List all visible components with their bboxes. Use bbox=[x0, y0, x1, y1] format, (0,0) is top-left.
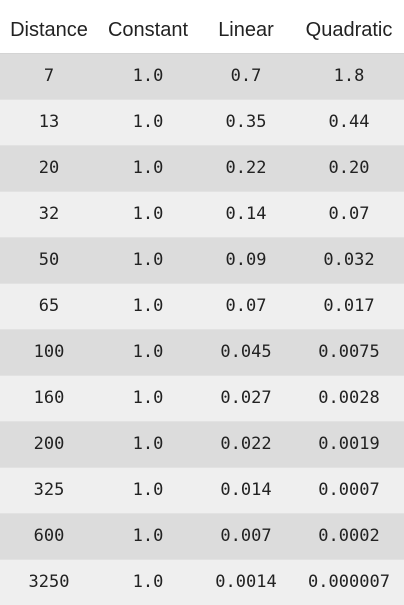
cell-constant: 1.0 bbox=[98, 374, 198, 421]
cell-distance: 160 bbox=[0, 374, 98, 421]
cell-linear: 0.07 bbox=[198, 282, 294, 329]
table-row: 50 1.0 0.09 0.032 bbox=[0, 236, 404, 283]
table-row: 7 1.0 0.7 1.8 bbox=[0, 52, 404, 99]
cell-constant: 1.0 bbox=[98, 144, 198, 191]
cell-distance: 7 bbox=[0, 52, 98, 99]
table-row: 100 1.0 0.045 0.0075 bbox=[0, 328, 404, 375]
cell-quadratic: 0.0002 bbox=[294, 512, 404, 559]
cell-constant: 1.0 bbox=[98, 420, 198, 467]
cell-linear: 0.027 bbox=[198, 374, 294, 421]
cell-quadratic: 0.0075 bbox=[294, 328, 404, 375]
header-distance: Distance bbox=[0, 0, 98, 54]
cell-linear: 0.0014 bbox=[198, 558, 294, 605]
cell-linear: 0.14 bbox=[198, 190, 294, 237]
cell-linear: 0.09 bbox=[198, 236, 294, 283]
cell-constant: 1.0 bbox=[98, 98, 198, 145]
table-row: 32 1.0 0.14 0.07 bbox=[0, 190, 404, 237]
cell-linear: 0.045 bbox=[198, 328, 294, 375]
header-row: Distance Constant Linear Quadratic bbox=[0, 0, 404, 54]
table-row: 160 1.0 0.027 0.0028 bbox=[0, 374, 404, 421]
cell-quadratic: 0.0019 bbox=[294, 420, 404, 467]
table-row: 200 1.0 0.022 0.0019 bbox=[0, 420, 404, 467]
cell-quadratic: 0.0007 bbox=[294, 466, 404, 513]
cell-constant: 1.0 bbox=[98, 52, 198, 99]
cell-distance: 100 bbox=[0, 328, 98, 375]
cell-quadratic: 0.20 bbox=[294, 144, 404, 191]
cell-quadratic: 0.0028 bbox=[294, 374, 404, 421]
cell-distance: 32 bbox=[0, 190, 98, 237]
cell-constant: 1.0 bbox=[98, 512, 198, 559]
cell-linear: 0.022 bbox=[198, 420, 294, 467]
table-header: Distance Constant Linear Quadratic bbox=[0, 0, 404, 54]
cell-constant: 1.0 bbox=[98, 558, 198, 605]
cell-distance: 200 bbox=[0, 420, 98, 467]
cell-distance: 65 bbox=[0, 282, 98, 329]
cell-quadratic: 0.44 bbox=[294, 98, 404, 145]
cell-quadratic: 0.017 bbox=[294, 282, 404, 329]
table-row: 20 1.0 0.22 0.20 bbox=[0, 144, 404, 191]
cell-constant: 1.0 bbox=[98, 282, 198, 329]
cell-distance: 20 bbox=[0, 144, 98, 191]
cell-quadratic: 0.000007 bbox=[294, 558, 404, 605]
cell-constant: 1.0 bbox=[98, 466, 198, 513]
cell-constant: 1.0 bbox=[98, 236, 198, 283]
cell-linear: 0.35 bbox=[198, 98, 294, 145]
table-row: 13 1.0 0.35 0.44 bbox=[0, 98, 404, 145]
cell-distance: 325 bbox=[0, 466, 98, 513]
cell-linear: 0.7 bbox=[198, 52, 294, 99]
table-row: 65 1.0 0.07 0.017 bbox=[0, 282, 404, 329]
header-linear: Linear bbox=[198, 0, 294, 54]
cell-distance: 600 bbox=[0, 512, 98, 559]
cell-quadratic: 0.07 bbox=[294, 190, 404, 237]
cell-distance: 3250 bbox=[0, 558, 98, 605]
cell-quadratic: 1.8 bbox=[294, 52, 404, 99]
header-constant: Constant bbox=[98, 0, 198, 54]
cell-linear: 0.22 bbox=[198, 144, 294, 191]
cell-distance: 50 bbox=[0, 236, 98, 283]
table-row: 3250 1.0 0.0014 0.000007 bbox=[0, 558, 404, 605]
cell-linear: 0.007 bbox=[198, 512, 294, 559]
cell-distance: 13 bbox=[0, 98, 98, 145]
cell-quadratic: 0.032 bbox=[294, 236, 404, 283]
cell-constant: 1.0 bbox=[98, 328, 198, 375]
table-body: 7 1.0 0.7 1.8 13 1.0 0.35 0.44 20 1.0 0.22 0.20 32 1.… bbox=[0, 52, 404, 605]
cell-constant: 1.0 bbox=[98, 190, 198, 237]
table-row: 325 1.0 0.014 0.0007 bbox=[0, 466, 404, 513]
cell-linear: 0.014 bbox=[198, 466, 294, 513]
table-row: 600 1.0 0.007 0.0002 bbox=[0, 512, 404, 559]
header-quadratic: Quadratic bbox=[294, 0, 404, 54]
